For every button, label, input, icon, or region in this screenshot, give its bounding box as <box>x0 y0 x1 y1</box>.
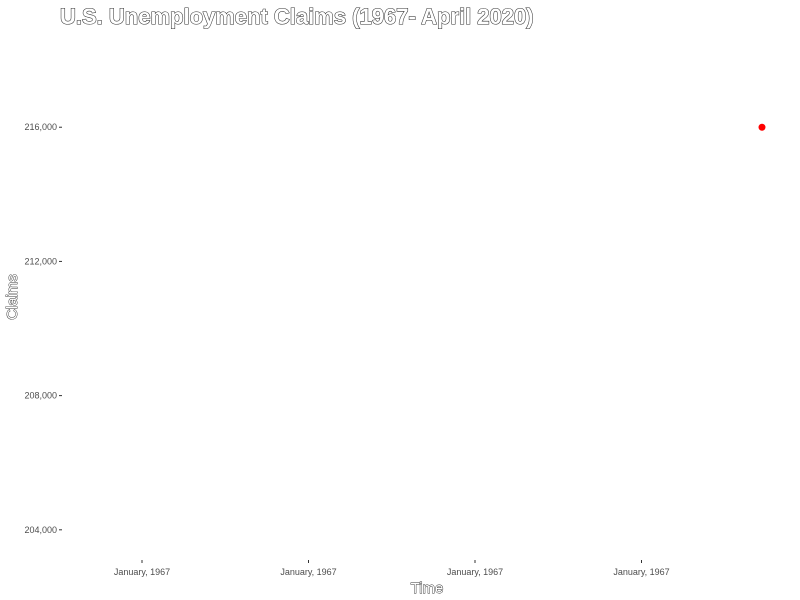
y-tick-label: 212,000 <box>24 256 57 266</box>
y-axis-title: Claims <box>4 274 21 320</box>
data-points <box>758 123 766 131</box>
x-tick-label: January, 1967 <box>613 567 669 577</box>
x-tick-label: January, 1967 <box>114 567 170 577</box>
y-axis: 204,000 208,000 212,000 216,000 <box>24 122 62 535</box>
x-axis: January, 1967 January, 1967 January, 1967 J… <box>114 560 670 577</box>
x-tick-label: January, 1967 <box>280 567 336 577</box>
data-point <box>758 123 766 131</box>
y-tick-label: 204,000 <box>24 525 57 535</box>
y-tick-label: 216,000 <box>24 122 57 132</box>
x-axis-title: Time <box>411 580 444 597</box>
chart-title: U.S. Unemployment Claims (1967- April 20… <box>60 4 534 29</box>
x-tick-label: January, 1967 <box>447 567 503 577</box>
y-tick-label: 208,000 <box>24 391 57 401</box>
